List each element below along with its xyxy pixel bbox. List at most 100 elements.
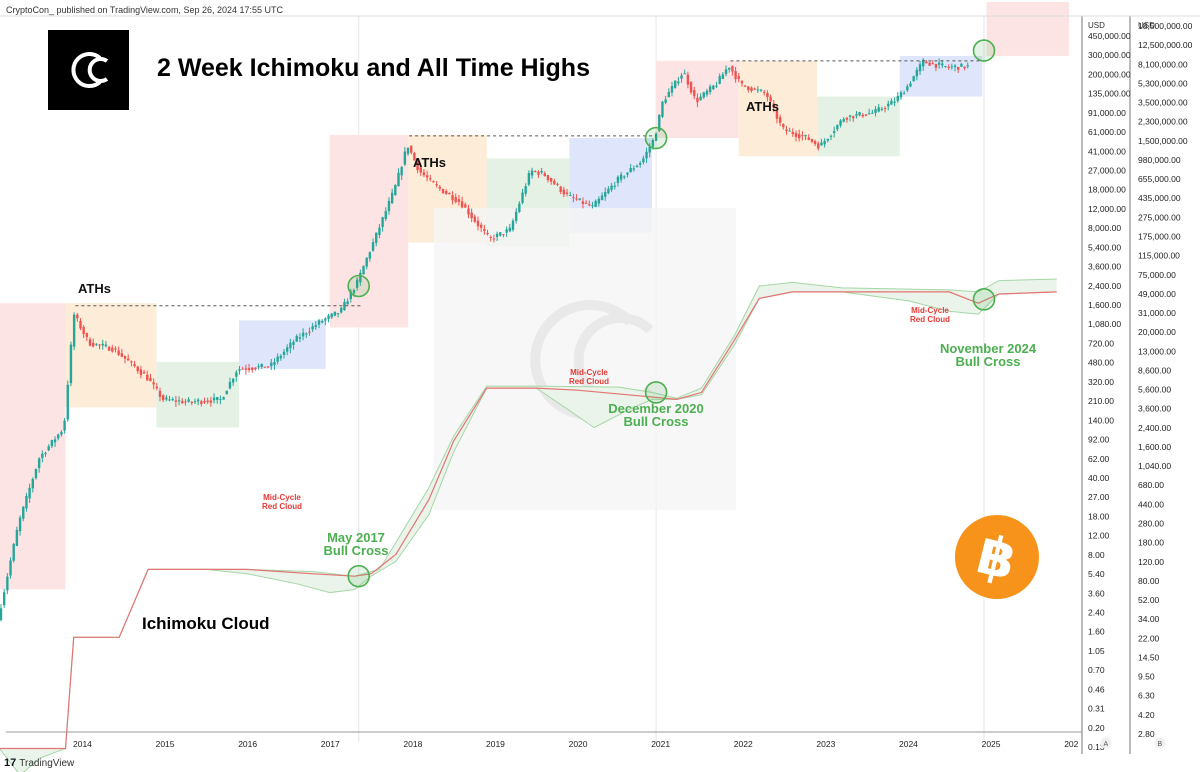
candle-body [457, 199, 461, 202]
candle-body [804, 134, 807, 137]
ath-label: ATHs [413, 155, 446, 170]
candle-body [867, 113, 871, 115]
candle-body [581, 201, 585, 204]
bitcoin-icon [955, 515, 1039, 599]
candle-body [228, 381, 232, 389]
y-tick-label-a: 480.00 [1088, 358, 1114, 368]
y-tick-label-b: 3,500,000.00 [1138, 98, 1188, 108]
candle-body [521, 192, 524, 203]
candle-body [111, 347, 114, 352]
candle-body [18, 517, 22, 532]
candle-body [728, 67, 731, 70]
y-tick-label-b: 275,000.00 [1138, 212, 1181, 222]
candle-body [460, 201, 464, 208]
candle-body [925, 61, 928, 64]
candle-body [763, 91, 766, 93]
y-tick-label-b: 9.50 [1138, 672, 1155, 682]
candle-body [569, 194, 572, 196]
y-tick-label-b: 980,000.00 [1138, 155, 1181, 165]
candle-body [906, 86, 909, 91]
y-tick-label-b: 115,000.00 [1138, 251, 1180, 261]
candle-body [101, 343, 104, 346]
tradingview-footer[interactable]: 17 TradingView [4, 757, 74, 769]
candle-body [88, 339, 92, 346]
y-tick-label-a: 0.13 [1088, 742, 1105, 752]
candle-body [41, 453, 44, 459]
y-tick-label-b: 22.00 [1138, 633, 1160, 643]
candle-body [696, 97, 699, 103]
candle-body [114, 348, 117, 350]
candle-body [801, 135, 804, 137]
candle-body [406, 147, 410, 154]
candle-body [57, 434, 60, 439]
y-tick-label-a: 5,400.00 [1088, 242, 1121, 252]
candle-body [937, 62, 941, 65]
candle-body [619, 174, 623, 180]
candle-body [549, 178, 553, 182]
y-tick-label-a: 18,000.00 [1088, 185, 1126, 195]
candle-body [60, 431, 63, 435]
candle-body [699, 96, 702, 101]
candle-body [708, 86, 712, 92]
candle-body [225, 390, 228, 395]
y-tick-label-b: 13,000.00 [1138, 346, 1176, 356]
candle-body [718, 76, 721, 84]
ath-lines [75, 60, 984, 307]
candle-body [241, 368, 244, 370]
candle-body [311, 326, 314, 330]
cycle-box-orange [738, 60, 818, 157]
price-candles [0, 58, 969, 622]
candle-body [960, 63, 963, 67]
candle-body [489, 236, 492, 238]
candle-body [479, 224, 483, 228]
cycle-box-blue [899, 55, 983, 97]
y-tick-label-a: 91,000.00 [1088, 108, 1126, 118]
candle-body [219, 398, 222, 400]
y-tick-label-a: 0.46 [1088, 684, 1105, 694]
y-tick-label-a: 140.00 [1088, 415, 1114, 425]
candle-body [505, 229, 508, 233]
candle-body [349, 291, 353, 299]
candle-body [511, 220, 515, 230]
candle-body [254, 367, 257, 370]
candle-body [266, 366, 270, 368]
candle-body [791, 131, 795, 135]
bull-cross-circle [972, 39, 996, 62]
candle-body [72, 314, 76, 347]
candle-body [658, 114, 661, 131]
candle-body [495, 233, 499, 238]
candle-body [584, 202, 588, 204]
y-tick-label-b: 2.80 [1138, 729, 1155, 739]
candle-body [912, 76, 915, 82]
candle-body [394, 184, 397, 196]
candle-body [464, 204, 467, 208]
candle-body [737, 76, 740, 79]
candle-body [648, 146, 651, 153]
candle-body [416, 160, 419, 171]
candle-body [635, 165, 639, 168]
candle-body [371, 242, 375, 251]
candle-body [607, 188, 610, 194]
y-tick-label-a: 92.00 [1088, 435, 1110, 445]
candle-body [327, 315, 330, 319]
candle-body [766, 92, 769, 98]
candle-body [251, 367, 254, 370]
candle-body [25, 495, 28, 509]
y-tick-label-a: 5.40 [1088, 569, 1105, 579]
candle-body [600, 195, 604, 201]
candle-body [187, 399, 190, 402]
candle-body [238, 369, 241, 371]
candle-body [508, 227, 512, 232]
cryptocon-logo [48, 30, 129, 110]
y-tick-label-a: 720.00 [1088, 338, 1114, 348]
y-tick-label-b: 280.00 [1138, 519, 1164, 529]
cycle-box-blue [238, 320, 326, 369]
candle-body [683, 73, 686, 75]
candle-body [667, 91, 671, 98]
candle-body [171, 399, 174, 401]
candle-body [871, 112, 874, 114]
axis-a-badge [1100, 737, 1112, 749]
bull-cross-label: November 2024 Bull Cross [939, 341, 1037, 369]
axis-a-badge-label: A [1104, 741, 1109, 748]
